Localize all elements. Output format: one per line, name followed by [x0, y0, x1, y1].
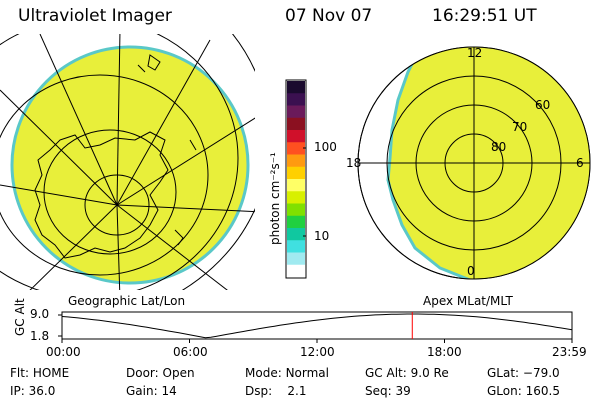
timeline-xtick-0000: 00:00	[46, 345, 81, 359]
info-gain: Gain: 14	[126, 384, 177, 398]
timeline-xtick-2359: 23:59	[552, 345, 587, 359]
geographic-map	[0, 34, 255, 290]
mlat-label-80: 80	[491, 140, 507, 154]
aurora-disc-geo	[10, 45, 250, 285]
info-glon: GLon: 160.5	[487, 384, 560, 398]
colorbar-cell	[287, 154, 305, 168]
left-panel-label: Geographic Lat/Lon	[68, 294, 186, 308]
colorbar-cell	[287, 130, 305, 143]
colorbar-tick-10: 10	[314, 229, 330, 243]
colorbar-cell	[287, 166, 305, 180]
colorbar-cell	[287, 228, 305, 241]
mlat-label-70: 70	[512, 120, 528, 134]
coastline	[34, 131, 169, 259]
colorbar-cell	[287, 81, 305, 94]
info-flight: Flt: HOME	[10, 366, 70, 380]
timeline-xtick-0600: 06:00	[173, 345, 208, 359]
info-ip: IP: 36.0	[10, 384, 56, 398]
mlt-label-0: 0	[467, 264, 475, 278]
info-seq: Seq: 39	[365, 384, 411, 398]
colorbar-cell	[287, 264, 305, 278]
colorbar-cell	[287, 93, 305, 106]
mlat-label-60: 60	[535, 98, 551, 112]
info-mode: Mode: Normal	[245, 366, 329, 380]
colorbar-unit-label: photon cm⁻²s⁻¹	[268, 152, 282, 245]
timeline-xtick-1200: 12:00	[300, 345, 335, 359]
colorbar-cell	[287, 142, 305, 155]
colorbar-tick-100: 100	[314, 140, 337, 154]
image-time: 16:29:51 UT	[432, 6, 537, 26]
timeline-ytick-1-8: 1.8	[30, 329, 50, 343]
timeline-xtick-1800: 18:00	[427, 345, 462, 359]
colorbar-cell	[287, 203, 305, 217]
mlt-label-12: 12	[467, 46, 483, 60]
mlt-label-6: 6	[576, 156, 584, 170]
right-panel-label: Apex MLat/MLT	[423, 294, 513, 308]
altitude-timeline	[58, 311, 573, 343]
info-dsp: Dsp: 2.1	[245, 384, 307, 398]
info-door: Door: Open	[126, 366, 195, 380]
colorbar-cell	[287, 179, 305, 192]
colorbar-cell	[287, 117, 305, 131]
colorbar	[285, 79, 307, 279]
polar-plot	[357, 46, 591, 280]
colorbar-cell	[287, 105, 305, 119]
info-glat: GLat: −79.0	[487, 366, 560, 380]
timeline-ytick-9: 9.0	[30, 307, 50, 321]
geo-latitude-grid	[0, 34, 255, 290]
mlt-label-18: 18	[346, 156, 362, 170]
colorbar-cell	[287, 215, 305, 229]
colorbar-cell	[287, 252, 305, 266]
colorbar-cell	[287, 191, 305, 204]
timeline-axis-label: GC Alt	[13, 298, 27, 336]
geo-longitude-grid	[0, 34, 255, 290]
colorbar-cell	[287, 240, 305, 253]
image-date: 07 Nov 07	[285, 6, 373, 26]
app-title: Ultraviolet Imager	[18, 6, 172, 26]
info-gc-alt: GC Alt: 9.0 Re	[365, 366, 449, 380]
